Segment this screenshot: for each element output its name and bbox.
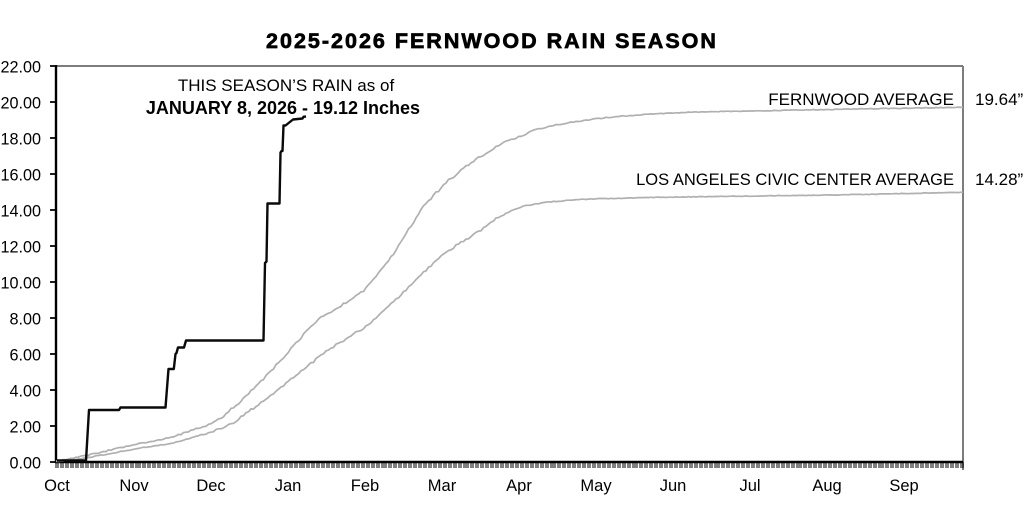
svg-text:2025-2026 FERNWOOD RAIN SEASON: 2025-2026 FERNWOOD RAIN SEASON bbox=[266, 29, 718, 53]
svg-text:22.00: 22.00 bbox=[0, 59, 41, 77]
svg-text:Jun: Jun bbox=[660, 477, 687, 495]
svg-text:Nov: Nov bbox=[119, 477, 149, 495]
svg-text:JANUARY 8, 2026 - 19.12 Inches: JANUARY 8, 2026 - 19.12 Inches bbox=[146, 98, 420, 118]
svg-text:4.00: 4.00 bbox=[9, 383, 41, 401]
svg-text:12.00: 12.00 bbox=[0, 239, 41, 257]
svg-text:10.00: 10.00 bbox=[0, 275, 41, 293]
svg-text:Mar: Mar bbox=[428, 477, 457, 495]
svg-text:2.00: 2.00 bbox=[9, 419, 41, 437]
svg-text:LOS ANGELES CIVIC CENTER AVERA: LOS ANGELES CIVIC CENTER AVERAGE bbox=[636, 171, 954, 189]
svg-text:Apr: Apr bbox=[506, 477, 532, 495]
svg-text:FERNWOOD AVERAGE: FERNWOOD AVERAGE bbox=[768, 90, 954, 109]
svg-text:THIS SEASON’S RAIN as of: THIS SEASON’S RAIN as of bbox=[178, 76, 395, 95]
svg-text:Feb: Feb bbox=[351, 477, 379, 495]
svg-text:19.64”: 19.64” bbox=[975, 90, 1024, 109]
svg-text:Jul: Jul bbox=[739, 477, 760, 495]
svg-text:16.00: 16.00 bbox=[0, 167, 41, 185]
svg-text:8.00: 8.00 bbox=[9, 311, 41, 329]
svg-text:6.00: 6.00 bbox=[9, 347, 41, 365]
svg-text:18.00: 18.00 bbox=[0, 131, 41, 149]
svg-text:Jan: Jan bbox=[275, 477, 302, 495]
svg-text:May: May bbox=[580, 477, 612, 495]
svg-text:Sep: Sep bbox=[889, 477, 918, 495]
svg-text:0.00: 0.00 bbox=[9, 455, 41, 473]
svg-text:20.00: 20.00 bbox=[0, 95, 41, 113]
svg-text:14.28”: 14.28” bbox=[975, 170, 1024, 189]
svg-text:Dec: Dec bbox=[196, 477, 225, 495]
svg-text:Oct: Oct bbox=[44, 477, 70, 495]
svg-text:14.00: 14.00 bbox=[0, 203, 41, 221]
svg-text:Aug: Aug bbox=[812, 477, 841, 495]
